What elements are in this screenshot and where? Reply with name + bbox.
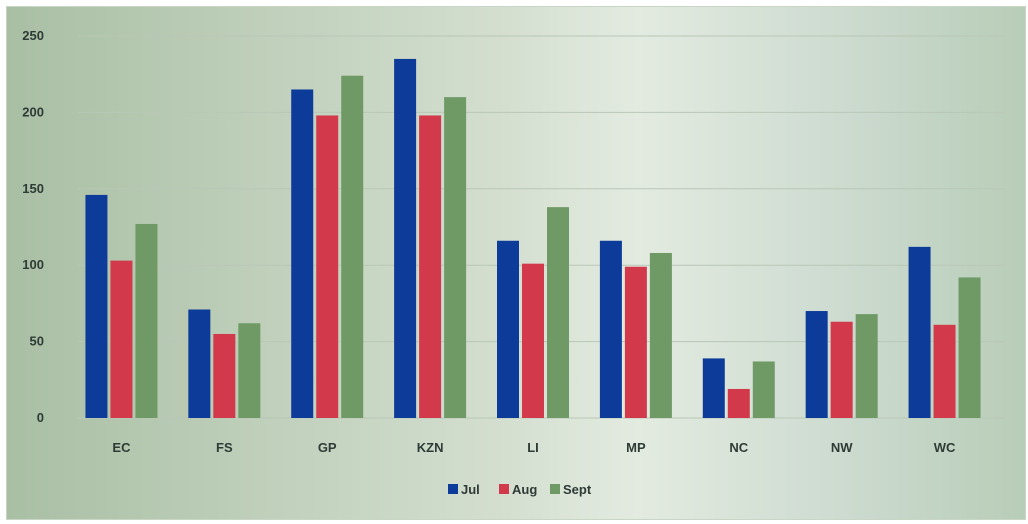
bar-gp-jul xyxy=(291,89,314,418)
bar-nw-jul xyxy=(805,311,828,418)
y-tick-label: 50 xyxy=(30,334,44,349)
bar-li-sept xyxy=(547,207,569,418)
bar-li-aug xyxy=(522,263,544,418)
legend-label-sept: Sept xyxy=(563,482,592,497)
bar-mp-aug xyxy=(624,266,647,418)
y-tick-label: 100 xyxy=(22,257,44,272)
bar-nc-jul xyxy=(702,358,725,418)
bars xyxy=(85,58,981,419)
x-tick-label: KZN xyxy=(417,440,444,455)
x-tick-label: NC xyxy=(729,440,748,455)
x-tick-label: EC xyxy=(112,440,131,455)
bar-gp-aug xyxy=(316,115,339,419)
x-tick-label: LI xyxy=(527,440,539,455)
legend-swatch-jul xyxy=(448,484,458,494)
legend: Jul Aug Sept xyxy=(448,482,592,497)
bar-kzn-sept xyxy=(444,97,467,419)
y-tick-label: 200 xyxy=(22,104,44,119)
bar-gp-sept xyxy=(341,75,364,418)
bar-ec-jul xyxy=(85,194,108,418)
bar-li-jul xyxy=(497,240,519,418)
x-tick-label: NW xyxy=(831,440,853,455)
y-tick-label: 0 xyxy=(37,410,44,425)
legend-label-jul: Jul xyxy=(461,482,480,497)
x-tick-label: FS xyxy=(216,440,233,455)
bar-ec-sept xyxy=(135,223,158,418)
x-tick-label: MP xyxy=(626,440,646,455)
bar-kzn-jul xyxy=(394,58,417,419)
bar-nc-sept xyxy=(752,361,775,418)
x-tick-label: GP xyxy=(318,440,337,455)
bar-mp-jul xyxy=(599,240,622,418)
bar-fs-jul xyxy=(188,309,211,418)
legend-swatch-sept xyxy=(550,484,560,494)
bar-wc-jul xyxy=(908,246,931,418)
y-axis-ticks: 0 50 100 150 200 250 xyxy=(22,28,44,425)
bar-nw-sept xyxy=(855,314,878,418)
bar-kzn-aug xyxy=(419,115,442,419)
x-tick-label: WC xyxy=(934,440,956,455)
x-axis-labels: EC FS GP KZN LI MP NC NW WC xyxy=(112,440,956,455)
bar-wc-aug xyxy=(933,324,956,418)
legend-label-aug: Aug xyxy=(512,482,537,497)
bar-nc-aug xyxy=(727,388,750,418)
bar-fs-aug xyxy=(213,333,236,418)
y-tick-label: 250 xyxy=(22,28,44,43)
bar-nw-aug xyxy=(830,321,853,418)
y-tick-label: 150 xyxy=(22,181,44,196)
bar-wc-sept xyxy=(958,277,981,418)
bar-mp-sept xyxy=(649,252,672,418)
bar-ec-aug xyxy=(110,260,133,418)
legend-swatch-aug xyxy=(499,484,509,494)
bar-fs-sept xyxy=(238,323,261,418)
